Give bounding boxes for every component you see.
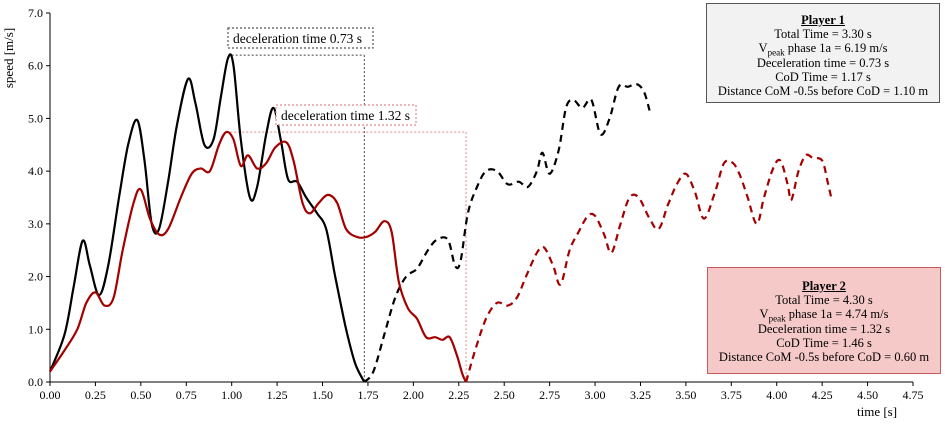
x-tick-label: 2.75 <box>539 388 560 402</box>
annotation-box-player2 <box>275 104 417 126</box>
y-tick-label: 3.0 <box>28 217 43 231</box>
x-tick-label: 1.00 <box>221 388 242 402</box>
player2-total-time: Total Time = 4.30 s <box>775 293 873 308</box>
x-tick-label: 3.00 <box>585 388 606 402</box>
x-tick-label: 2.00 <box>403 388 424 402</box>
player1-total-time: Total Time = 3.30 s <box>774 27 872 42</box>
x-tick-label: 0.75 <box>176 388 197 402</box>
x-tick-label: 0.00 <box>40 388 61 402</box>
series-lines <box>48 53 833 383</box>
x-tick-label: 3.50 <box>675 388 696 402</box>
x-tick-label: 0.50 <box>130 388 151 402</box>
series-line-player2-dashed <box>465 153 833 383</box>
player1-vpeak: Vpeak phase 1a = 6.19 m/s <box>758 41 888 58</box>
y-tick-label: 2.0 <box>28 270 43 284</box>
y-tick-label: 1.0 <box>28 322 43 336</box>
x-axis-title: time [s] <box>857 404 897 419</box>
player2-info-box: Player 2 Total Time = 4.30 s Vpeak phase… <box>707 267 941 374</box>
x-tick-label: 1.75 <box>357 388 378 402</box>
player2-deceleration: Deceleration time = 1.32 s <box>757 321 891 336</box>
series-line-player1-dashed <box>363 82 651 383</box>
player1-deceleration: Deceleration time = 0.73 s <box>756 55 890 70</box>
y-tick-label: 5.0 <box>28 111 43 125</box>
series-line-player1-solid <box>48 53 366 383</box>
player1-title: Player 1 <box>801 13 845 27</box>
x-tick-label: 4.00 <box>766 388 787 402</box>
x-tick-label: 4.75 <box>903 388 924 402</box>
x-tick-label: 4.50 <box>857 388 878 402</box>
player2-distance: Distance CoM -0.5s before CoD = 0.60 m <box>718 350 930 365</box>
y-tick-label: 0.0 <box>28 375 43 389</box>
x-tick-label: 0.25 <box>85 388 106 402</box>
y-tick-label: 4.0 <box>28 164 43 178</box>
chart-axes <box>46 12 914 386</box>
series-line-player2-solid <box>49 130 468 383</box>
player2-cod-time: CoD Time = 1.46 s <box>776 335 872 350</box>
annotation-box-player1 <box>227 27 374 49</box>
x-tick-label: 2.50 <box>494 388 515 402</box>
x-tick-labels: 0.00 0.25 0.50 0.75 1.00 1.25 1.50 1.75 2.00 2.25… <box>40 388 924 402</box>
y-tick-labels: 0.0 1.0 2.0 3.0 4.0 5.0 6.0 7.0 <box>28 6 43 389</box>
x-tick-label: 3.25 <box>630 388 651 402</box>
annotation-deceleration-player2: deceleration time 1.32 s <box>281 108 410 123</box>
player1-cod-time: CoD Time = 1.17 s <box>775 69 871 84</box>
y-tick-label: 6.0 <box>28 59 43 73</box>
deceleration-guides <box>226 54 467 382</box>
player2-vpeak: Vpeak phase 1a = 4.74 m/s <box>759 307 889 324</box>
y-tick-label: 7.0 <box>28 6 43 20</box>
player2-title: Player 2 <box>802 279 846 293</box>
x-tick-label: 3.75 <box>721 388 742 402</box>
x-tick-label: 1.25 <box>267 388 288 402</box>
annotation-deceleration-player1: deceleration time 0.73 s <box>233 31 362 46</box>
player1-distance: Distance CoM -0.5s before CoD = 1.10 m <box>717 84 929 99</box>
player1-info-box: Player 1 Total Time = 3.30 s Vpeak phase… <box>706 3 940 103</box>
y-axis-title: speed [m/s] <box>1 28 16 88</box>
x-tick-label: 1.50 <box>312 388 333 402</box>
x-tick-label: 2.25 <box>448 388 469 402</box>
x-tick-label: 4.25 <box>812 388 833 402</box>
